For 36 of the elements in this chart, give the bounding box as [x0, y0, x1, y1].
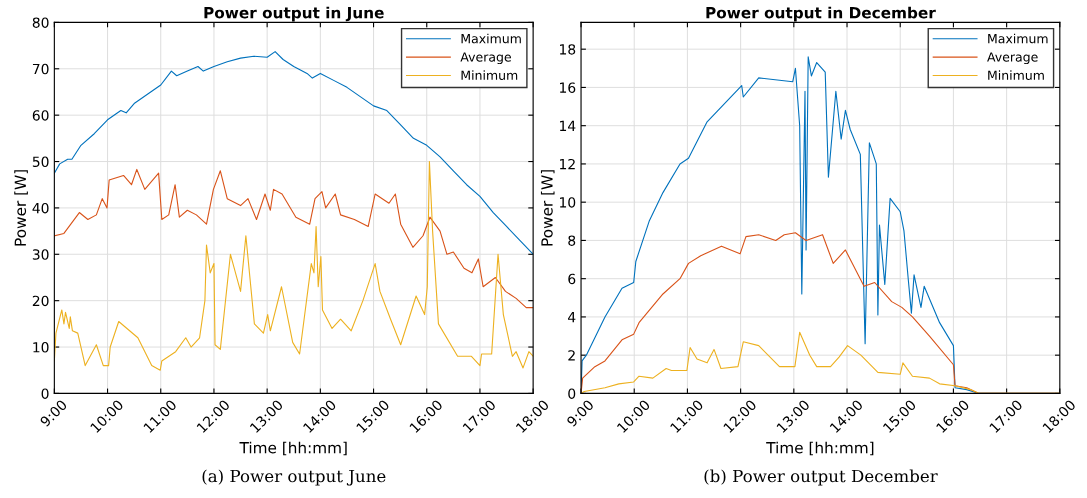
y-tick-label: 4	[568, 312, 576, 323]
legend-label: Maximum	[461, 33, 521, 44]
y-tick-label: 0	[41, 388, 49, 399]
text: (a) Power output June	[202, 469, 386, 486]
y-tick-label: 14	[560, 120, 576, 131]
y-tick-label: 16	[560, 82, 576, 93]
y-axis-title: Power [W]	[14, 170, 28, 246]
legend-label: Maximum	[988, 33, 1048, 44]
y-tick-label: 6	[568, 273, 576, 285]
y-tick-label: 70	[32, 63, 49, 75]
y-tick-label: 80	[32, 17, 49, 28]
text: (b) Power output December	[704, 469, 938, 486]
chart-title: Power output in December	[706, 6, 936, 22]
legend-label: Minimum	[988, 70, 1044, 81]
y-tick-label: 8	[568, 235, 576, 246]
legend-label: Average	[987, 52, 1038, 65]
y-tick-label: 10	[33, 342, 49, 353]
line-series	[54, 51, 534, 255]
y-tick-label: 12	[560, 158, 575, 170]
line-series	[54, 160, 534, 371]
x-axis-title: Time [hh:mm]	[239, 441, 347, 456]
y-tick-label: 50	[32, 156, 49, 168]
chart-title: Power output in June	[204, 6, 384, 22]
x-axis-title: Time [hh:mm]	[766, 441, 874, 456]
y-tick-label: 18	[560, 44, 576, 55]
y-tick-label: 30	[32, 249, 49, 260]
legend-label: Average	[460, 52, 511, 65]
y-tick-label: 40	[32, 202, 49, 214]
y-axis-title: Power [W]	[540, 170, 555, 246]
y-tick-label: 20	[32, 295, 49, 307]
y-tick-label: 60	[32, 110, 49, 121]
y-tick-label: 10	[560, 197, 576, 208]
y-tick-label: 2	[568, 350, 575, 361]
legend-label: Minimum	[461, 70, 518, 81]
line-series	[54, 168, 534, 309]
y-tick-label: 0	[568, 388, 576, 399]
